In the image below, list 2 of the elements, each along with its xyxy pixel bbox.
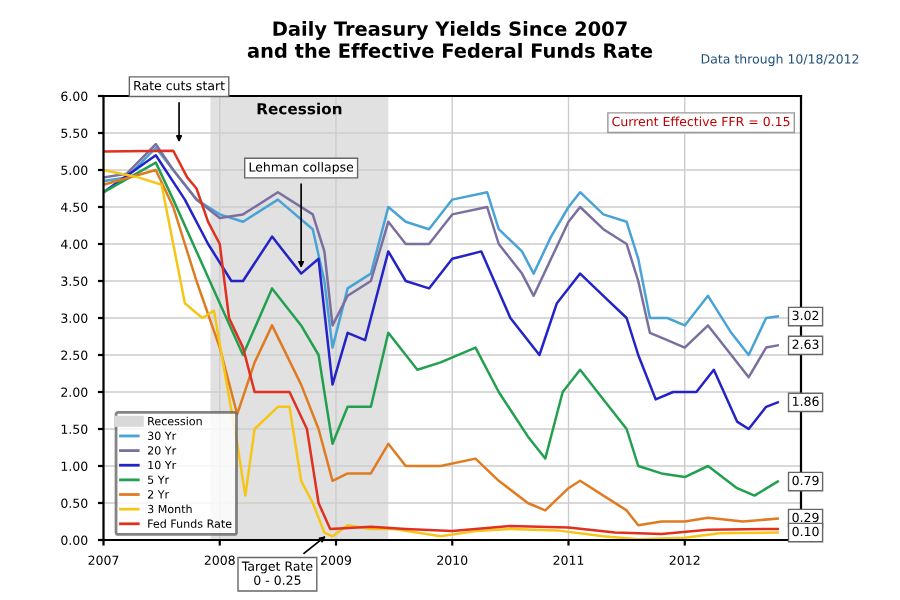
chart-title: Daily Treasury Yields Since 2007 and the Effective Federal Funds Rate bbox=[247, 21, 653, 58]
line-series bbox=[103, 153, 779, 431]
